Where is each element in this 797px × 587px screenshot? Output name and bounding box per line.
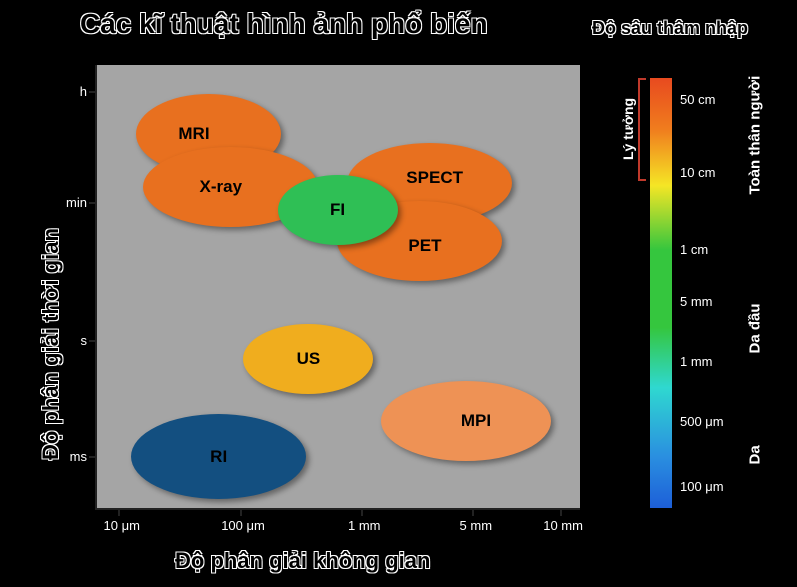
technique-ellipse-ri: RI (131, 414, 306, 499)
technique-label: FI (330, 200, 345, 220)
colorbar-tick-label: 1 cm (680, 242, 708, 257)
colorbar-tick-label: 1 mm (680, 354, 713, 369)
y-tick (89, 456, 95, 458)
technique-label: RI (210, 447, 227, 467)
x-tick-label: 100 μm (216, 518, 271, 533)
x-tick (361, 510, 363, 516)
colorbar-tick-label: 50 cm (680, 92, 715, 107)
ideal-label: Lý tưởng (620, 100, 636, 160)
y-tick-label: s (53, 333, 87, 348)
x-tick-label: 10 μm (94, 518, 149, 533)
y-tick (89, 202, 95, 204)
x-tick (472, 510, 474, 516)
ideal-bracket (638, 78, 646, 181)
technique-ellipse-fi: FI (278, 175, 398, 245)
technique-ellipse-us: US (243, 324, 373, 394)
x-axis-label: Độ phân giải không gian (175, 548, 430, 574)
x-tick (118, 510, 120, 516)
x-tick (560, 510, 562, 516)
colorbar-tick-label: 10 cm (680, 165, 715, 180)
technique-label: MPI (461, 411, 491, 431)
colorbar-tick-label: 5 mm (680, 294, 713, 309)
x-tick-label: 1 mm (337, 518, 392, 533)
depth-region-label: Toàn thân người (747, 174, 764, 194)
y-tick-label: ms (53, 449, 87, 464)
x-tick-label: 10 mm (536, 518, 591, 533)
y-tick-label: h (53, 84, 87, 99)
y-tick (89, 91, 95, 93)
chart-title: Các kĩ thuật hình ảnh phổ biến (80, 8, 488, 40)
technique-label: SPECT (406, 168, 463, 188)
technique-label: PET (408, 236, 441, 256)
y-tick-label: min (53, 195, 87, 210)
colorbar-tick-label: 500 μm (680, 414, 724, 429)
technique-label: US (297, 349, 321, 369)
x-tick (240, 510, 242, 516)
colorbar-tick-label: 100 μm (680, 479, 724, 494)
technique-ellipse-mpi: MPI (381, 381, 551, 461)
depth-region-label: Da (747, 445, 764, 465)
depth-region-label: Da đầu (747, 333, 764, 353)
technique-label: X-ray (200, 177, 243, 197)
chart-subtitle: Độ sâu thâm nhập (592, 18, 748, 39)
y-tick (89, 340, 95, 342)
technique-label: MRI (178, 124, 209, 144)
depth-colorbar (650, 78, 672, 508)
x-tick-label: 5 mm (448, 518, 503, 533)
